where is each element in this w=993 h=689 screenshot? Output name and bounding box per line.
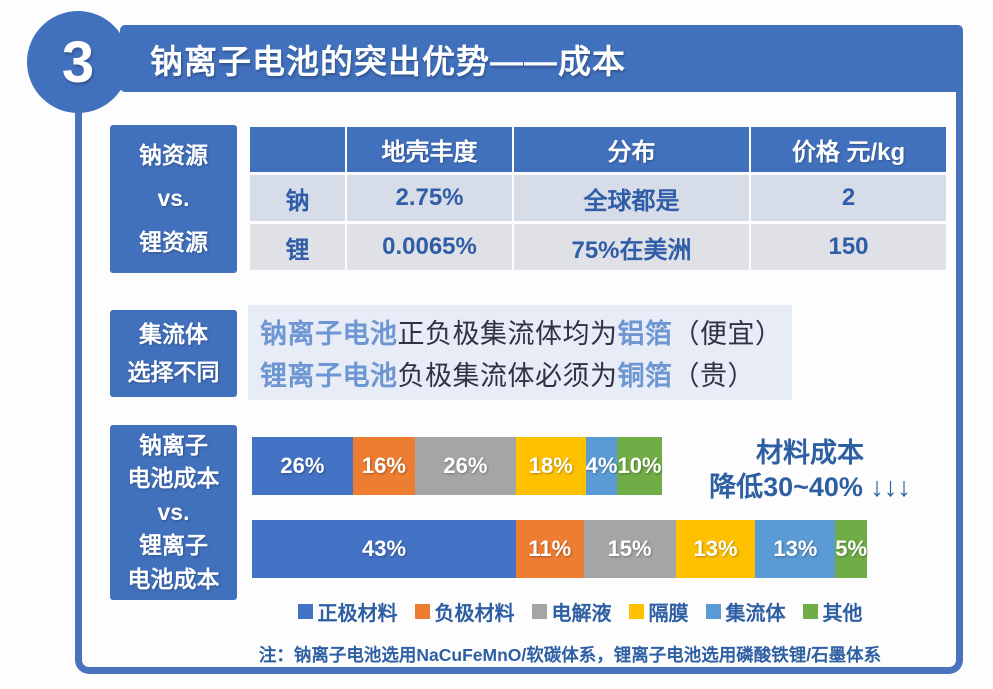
- table-header-cell: 分布: [514, 127, 749, 172]
- bar-segment-label: 26%: [280, 453, 325, 478]
- table-header-cell: 价格 元/kg: [751, 127, 946, 172]
- text-part: 钠离子电池: [260, 319, 398, 349]
- legend-swatch: [628, 604, 644, 619]
- legend-item: 负极材料: [414, 597, 515, 626]
- legend-label: 其他: [822, 603, 863, 625]
- section-number-badge: 3: [27, 11, 129, 113]
- text-part: 负极集流体必须为: [397, 361, 618, 391]
- table-row-label: 锂: [250, 224, 345, 270]
- text-part: （贵）: [672, 361, 755, 391]
- bar-segment: 13%: [675, 520, 756, 578]
- legend-label: 集流体: [725, 603, 786, 625]
- sidebar-line: 电池成本: [127, 565, 220, 592]
- legend-label: 正极材料: [317, 603, 398, 625]
- bar-segment: 26%: [252, 437, 353, 495]
- annotation-line: 材料成本: [756, 438, 864, 468]
- bar-segment: 5%: [835, 520, 868, 578]
- bar-segment: 15%: [583, 520, 676, 578]
- sidebar-line: vs.: [157, 185, 190, 212]
- bar-segment: 11%: [516, 520, 584, 578]
- lithium-cost-bar: 43% 11% 15% 13% 13% 5%: [252, 520, 868, 578]
- bar-segment-label: 10%: [617, 453, 662, 478]
- table-header-cell: [250, 127, 345, 172]
- collector-line-sodium: 钠离子电池正负极集流体均为铝箔（便宜）: [260, 312, 783, 351]
- slide-border-frame: [75, 88, 963, 674]
- sidebar-line: 钠离子: [139, 432, 208, 459]
- collector-line-lithium: 锂离子电池负极集流体必须为铜箔（贵）: [260, 354, 780, 393]
- bar-segment: 26%: [414, 437, 516, 495]
- section-number: 3: [61, 29, 95, 95]
- legend-item: 电解液: [531, 597, 612, 626]
- legend-swatch: [297, 604, 313, 619]
- sidebar-resources: 钠资源 vs. 锂资源: [110, 125, 237, 273]
- sidebar-cost: 钠离子 电池成本 vs. 锂离子 电池成本: [110, 425, 237, 600]
- table-cell: 全球都是: [514, 175, 749, 221]
- chart-legend: 正极材料 负极材料 电解液 隔膜 集流体 其他: [250, 597, 910, 626]
- sodium-cost-bar: 26% 16% 26% 18% 4% 10%: [252, 437, 662, 495]
- table-cell: 2.75%: [347, 175, 512, 221]
- legend-swatch: [705, 604, 721, 619]
- bar-segment-label: 16%: [361, 453, 406, 478]
- legend-label: 电解液: [551, 603, 612, 625]
- header-bar: 钠离子电池的突出优势——成本: [120, 25, 963, 92]
- legend-label: 隔膜: [648, 603, 689, 625]
- resources-table: 地壳丰度 分布 价格 元/kg 钠 2.75% 全球都是 2 锂 0.0065%…: [250, 127, 946, 270]
- bar-segment: 13%: [755, 520, 836, 578]
- bar-segment-label: 18%: [528, 453, 573, 478]
- legend-item: 正极材料: [297, 597, 398, 626]
- bar-segment: 18%: [515, 437, 586, 495]
- footnote: 注：钠离子电池选用NaCuFeMnO/软碳体系，锂离子电池选用磷酸铁锂/石墨体系: [258, 645, 882, 665]
- bar-segment-label: 4%: [585, 453, 618, 478]
- sidebar-line: 钠资源: [139, 142, 208, 169]
- legend-item: 集流体: [705, 597, 786, 626]
- bar-segment: 10%: [617, 437, 662, 495]
- legend-label: 负极材料: [434, 603, 515, 625]
- legend-item: 其他: [802, 597, 863, 626]
- text-part: （便宜）: [672, 319, 783, 349]
- table-cell: 0.0065%: [347, 224, 512, 270]
- cost-reduction-annotation: 材料成本 降低30~40% ↓↓↓: [660, 437, 960, 505]
- bar-segment-label: 15%: [607, 536, 652, 561]
- bar-segment-label: 43%: [361, 536, 407, 561]
- bar-segment: 43%: [252, 520, 517, 578]
- sidebar-line: 电池成本: [127, 465, 220, 492]
- bar-segment-label: 13%: [693, 536, 738, 561]
- text-part: 铝箔: [617, 319, 673, 349]
- legend-swatch: [414, 604, 430, 619]
- sidebar-line: vs.: [157, 498, 190, 525]
- sidebar-line: 集流体: [139, 321, 208, 348]
- legend-swatch: [802, 604, 818, 619]
- table-row-label: 钠: [250, 175, 345, 221]
- bar-segment: 4%: [585, 437, 618, 495]
- table-cell: 150: [751, 224, 946, 270]
- bar-segment-label: 13%: [773, 536, 818, 561]
- table-header-cell: 地壳丰度: [347, 127, 512, 172]
- page-title: 钠离子电池的突出优势——成本: [150, 42, 626, 80]
- bar-segment-label: 5%: [835, 536, 868, 561]
- bar-segment-label: 11%: [528, 536, 572, 561]
- collector-text-box: 钠离子电池正负极集流体均为铝箔（便宜） 锂离子电池负极集流体必须为铜箔（贵）: [248, 305, 792, 400]
- table-cell: 2: [751, 175, 946, 221]
- legend-item: 隔膜: [628, 597, 689, 626]
- table-cell: 75%在美洲: [514, 224, 749, 270]
- bar-segment-label: 26%: [443, 453, 488, 478]
- bar-segment: 16%: [352, 437, 415, 495]
- annotation-line: 降低30~40% ↓↓↓: [709, 471, 911, 502]
- sidebar-line: 锂离子: [139, 532, 208, 559]
- sidebar-line: 锂资源: [139, 228, 208, 255]
- text-part: 正负极集流体均为: [397, 319, 618, 349]
- text-part: 铜箔: [617, 361, 673, 391]
- text-part: 锂离子电池: [260, 361, 398, 391]
- sidebar-line: 选择不同: [127, 358, 220, 385]
- sidebar-collector: 集流体 选择不同: [110, 310, 237, 397]
- legend-swatch: [531, 604, 547, 619]
